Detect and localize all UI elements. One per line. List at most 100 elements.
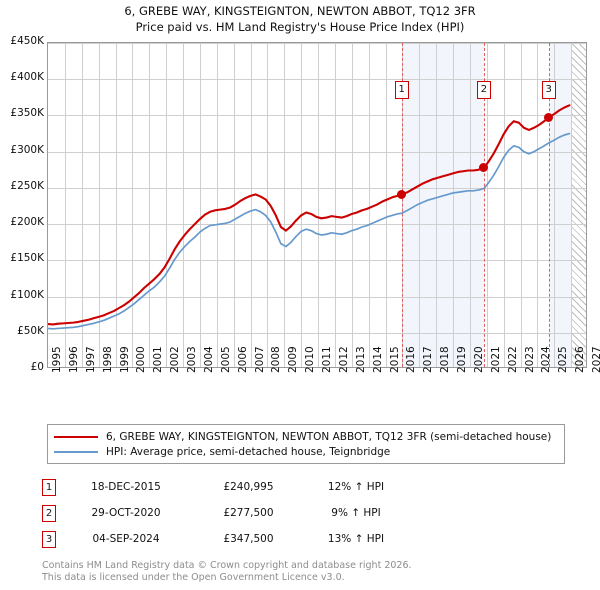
footer-line-1: Contains HM Land Registry data © Crown c…	[42, 560, 412, 571]
y-tick-label-7: £350K	[10, 107, 44, 120]
gridline-horizontal-2	[48, 296, 586, 298]
legend-label-2: HPI: Average price, semi-detached house,…	[106, 445, 391, 458]
x-tick-label-19: 2014	[371, 346, 384, 373]
legend-swatch-1	[54, 435, 98, 438]
x-tick-label-14: 2009	[287, 346, 300, 373]
hpi-average-line	[48, 132, 571, 330]
x-tick-label-9: 2004	[202, 346, 215, 373]
y-tick-label-3: £150K	[10, 252, 44, 265]
gridline-vertical-31	[571, 43, 573, 367]
gridline-vertical-13	[267, 43, 269, 367]
gridline-vertical-18	[351, 43, 353, 367]
transaction-badge-3: 3	[42, 530, 56, 548]
x-tick-label-2: 1997	[84, 346, 97, 373]
footer-attribution: Contains HM Land Registry data © Crown c…	[42, 560, 562, 583]
x-tick-label-5: 2000	[135, 346, 148, 373]
gridline-vertical-22	[419, 43, 421, 367]
y-tick-label-0: £0	[30, 361, 44, 373]
gridline-vertical-24	[453, 43, 454, 367]
transactions-table: 1 18-DEC-2015 £240,995 12% ↑ HPI 2 29-OCT-202…	[42, 474, 462, 552]
gridline-horizontal-3	[48, 260, 586, 262]
chart-plot-area: 1 2 3	[47, 42, 587, 368]
gridline-vertical-15	[301, 43, 303, 367]
transaction-price: £240,995	[223, 481, 274, 493]
footer-line-2: This data is licensed under the Open Gov…	[42, 571, 345, 583]
chart-flag-1[interactable]: 1	[394, 81, 409, 99]
legend-item-1[interactable]: 6, GREBE WAY, KINGSTEIGNTON, NEWTON ABBO…	[54, 429, 558, 444]
transaction-price: £277,500	[223, 507, 274, 519]
transaction-date: 04-SEP-2024	[92, 533, 160, 545]
gridline-vertical-21	[402, 43, 404, 367]
gridline-vertical-17	[334, 43, 336, 367]
x-tick-label-15: 2010	[304, 346, 317, 373]
x-tick-label-0: 1995	[51, 346, 63, 373]
transaction-date: 18-DEC-2015	[91, 481, 161, 493]
y-tick-label-2: £100K	[10, 288, 44, 301]
gridline-horizontal-8	[48, 79, 586, 81]
x-tick-label-21: 2016	[405, 346, 418, 373]
gridline-vertical-28	[520, 43, 522, 367]
x-tick-label-17: 2012	[337, 346, 350, 373]
gridline-vertical-14	[284, 43, 286, 367]
y-tick-label-8: £400K	[10, 71, 44, 84]
x-tick-label-22: 2017	[422, 346, 435, 373]
transaction-hpi-delta: 13% ↑ HPI	[327, 533, 385, 545]
x-tick-label-18: 2013	[354, 346, 367, 373]
gridline-vertical-12	[250, 43, 252, 367]
page-title: 6, GREBE WAY, KINGSTEIGNTON, NEWTON ABBO…	[0, 3, 600, 35]
gridline-horizontal-5	[48, 187, 586, 189]
x-tick-label-6: 2001	[152, 346, 165, 373]
gridline-vertical-10	[216, 43, 218, 367]
legend-item-2[interactable]: HPI: Average price, semi-detached house,…	[54, 444, 558, 459]
y-tick-label-4: £200K	[10, 216, 44, 229]
gridline-horizontal-7	[48, 115, 586, 117]
hatch-pattern	[571, 43, 586, 367]
legend-label-1: 6, GREBE WAY, KINGSTEIGNTON, NEWTON ABBO…	[106, 430, 552, 443]
gridline-horizontal-1	[48, 332, 586, 334]
transaction-badge-2: 2	[42, 504, 56, 522]
table-row[interactable]: 1 18-DEC-2015 £240,995 12% ↑ HPI	[42, 474, 462, 500]
transaction-date: 29-OCT-2020	[91, 507, 161, 519]
gridline-vertical-9	[199, 43, 201, 367]
gridline-vertical-20	[385, 43, 387, 367]
gridline-vertical-26	[486, 43, 488, 367]
x-tick-label-3: 1998	[101, 346, 114, 373]
x-tick-label-24: 2019	[456, 346, 468, 373]
chart-flag-2[interactable]: 2	[476, 81, 491, 99]
gridline-horizontal-6	[48, 151, 586, 153]
marker-line-3	[548, 43, 550, 367]
gridline-vertical-23	[436, 43, 438, 367]
x-tick-label-29: 2024	[540, 346, 553, 373]
gridline-vertical-8	[183, 43, 184, 367]
transaction-price: £347,500	[223, 533, 274, 545]
table-row[interactable]: 3 04-SEP-2024 £347,500 13% ↑ HPI	[42, 526, 462, 552]
x-tick-label-23: 2018	[439, 346, 452, 373]
chart-flag-3[interactable]: 3	[541, 81, 556, 99]
x-tick-label-20: 2015	[388, 346, 401, 373]
y-tick-label-9: £450K	[10, 35, 44, 47]
marker-line-1	[401, 43, 403, 367]
x-tick-label-26: 2021	[489, 346, 502, 373]
transaction-dot-1[interactable]	[397, 189, 407, 199]
x-tick-label-8: 2003	[186, 346, 198, 373]
gridline-vertical-6	[149, 43, 151, 367]
gridline-vertical-3	[98, 43, 100, 367]
transaction-badge-1: 1	[42, 478, 56, 496]
gridline-vertical-1	[64, 43, 66, 367]
title-line-2: Price paid vs. HM Land Registry's House …	[135, 20, 465, 34]
transaction-dot-2[interactable]	[479, 163, 489, 173]
y-tick-label-6: £300K	[10, 143, 44, 156]
transaction-dot-3[interactable]	[544, 112, 554, 122]
gridline-vertical-30	[554, 43, 556, 367]
x-tick-label-27: 2022	[506, 346, 519, 373]
x-tick-label-16: 2011	[321, 346, 333, 373]
x-tick-label-11: 2006	[236, 346, 249, 373]
chart-legend: 6, GREBE WAY, KINGSTEIGNTON, NEWTON ABBO…	[47, 424, 565, 464]
series-lines	[48, 104, 571, 330]
gridline-vertical-19	[368, 43, 370, 367]
transaction-hpi-delta: 9% ↑ HPI	[331, 507, 381, 519]
gridline-vertical-16	[318, 43, 319, 367]
x-tick-label-1: 1996	[67, 346, 80, 373]
table-row[interactable]: 2 29-OCT-2020 £277,500 9% ↑ HPI	[42, 500, 462, 526]
